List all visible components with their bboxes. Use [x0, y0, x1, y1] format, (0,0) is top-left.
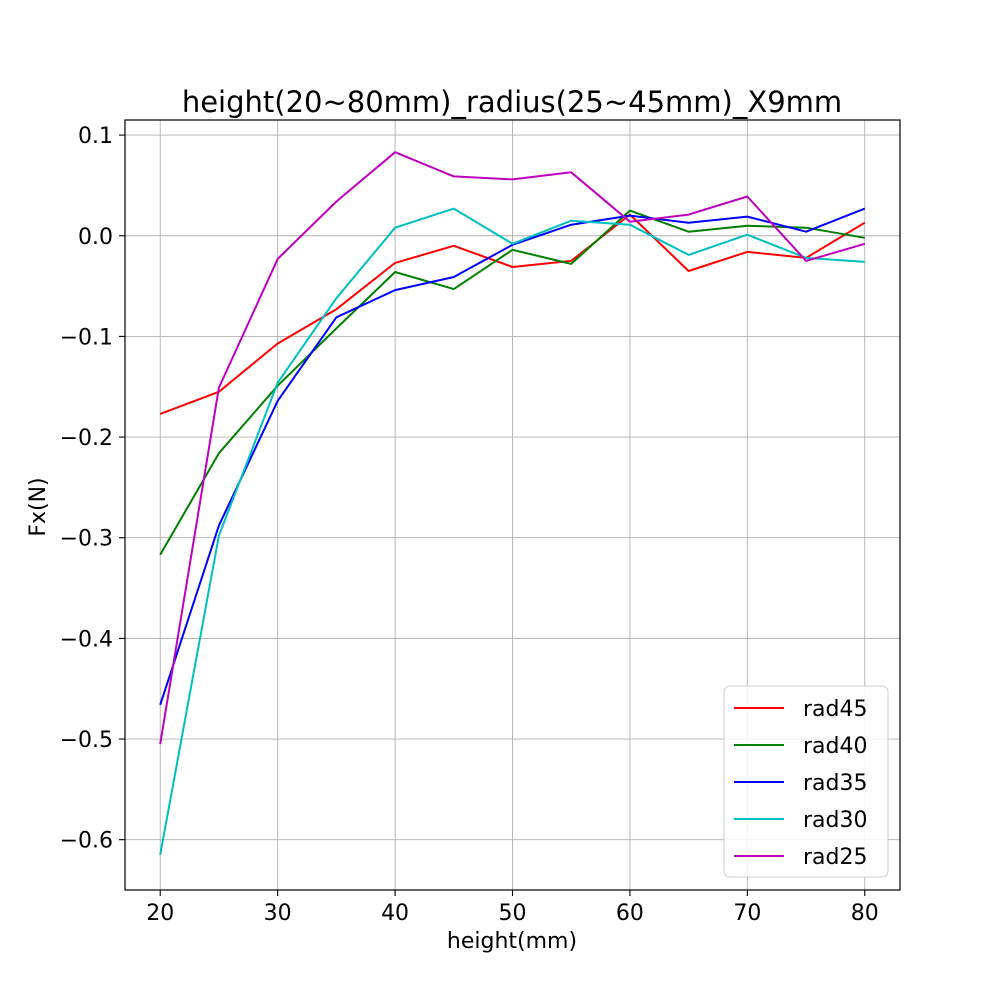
series-line-rad45	[159, 213, 866, 415]
legend-label: rad35	[803, 771, 868, 796]
x-axis-label: height(mm)	[447, 929, 577, 954]
series-line-rad40	[159, 209, 865, 556]
y-tick-label: −0.2	[60, 426, 113, 451]
series-line-rad25	[159, 151, 866, 745]
legend-label: rad30	[803, 808, 868, 833]
y-tick-label: −0.1	[60, 325, 113, 350]
series-lines	[159, 151, 866, 855]
y-tick-label: 0.0	[78, 225, 113, 250]
y-axis-ticks: 0.1 0.0 −0.1 −0.2 −0.3 −0.4 −0.5 −0.6	[60, 124, 125, 854]
legend-label: rad25	[803, 845, 868, 870]
legend-box	[723, 685, 889, 878]
x-tick-label: 40	[381, 901, 409, 926]
y-tick-label: 0.1	[78, 124, 113, 149]
y-tick-label: −0.5	[60, 728, 113, 753]
y-tick-label: −0.6	[60, 829, 113, 854]
x-tick-label: 30	[264, 901, 292, 926]
grid-lines	[125, 120, 900, 890]
legend-label: rad45	[803, 697, 868, 722]
series-line-rad30	[159, 207, 865, 855]
x-tick-label: 60	[616, 901, 644, 926]
y-tick-label: −0.3	[60, 527, 113, 552]
legend: rad45 rad40 rad35 rad30 rad25	[723, 685, 889, 878]
x-tick-label: 70	[733, 901, 761, 926]
y-tick-label: −0.4	[60, 627, 113, 652]
x-tick-label: 20	[146, 901, 174, 926]
y-axis-label: Fx(N)	[26, 477, 51, 536]
legend-label: rad40	[803, 734, 868, 759]
x-tick-label: 50	[499, 901, 527, 926]
x-tick-label: 80	[851, 901, 879, 926]
x-axis-ticks: 20 30 40 50 60 70 80	[146, 890, 879, 926]
chart-title: height(20~80mm)_radius(25~45mm)_X9mm	[182, 85, 842, 119]
